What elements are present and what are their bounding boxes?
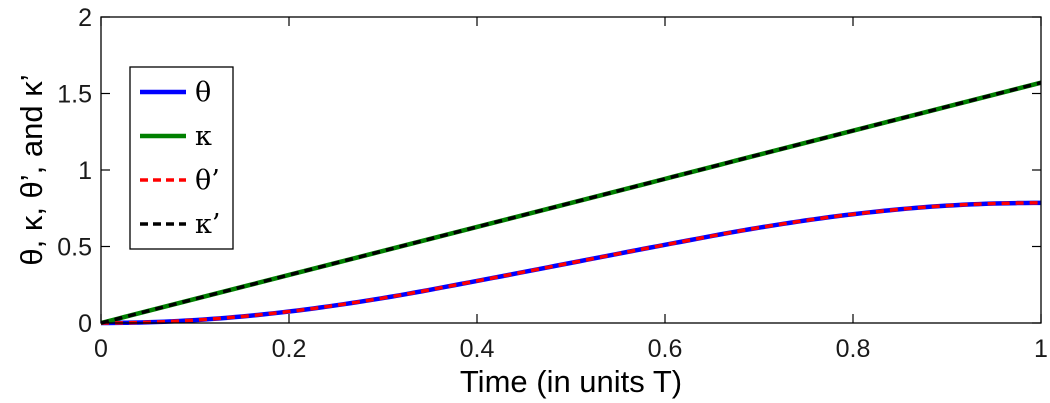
legend-box [129,66,234,250]
legend: θκ θ’ κ’ [129,66,234,250]
x-tick-label: 0.2 [272,335,307,363]
series-line-3 [100,80,1042,325]
series-line-0 [100,200,1042,326]
y-tick-label: 2 [78,4,92,32]
plot-frame [100,16,1042,324]
legend-label: κ’ [195,209,220,240]
legend-label: θ [195,77,211,108]
legend-label: κ [195,121,212,152]
x-tick-label: 0 [94,335,108,363]
y-axis-label: θ, κ, θ’, and κ’ [14,74,49,265]
y-tick-label: 0.5 [57,234,92,262]
x-tick-label: 0.6 [648,335,683,363]
x-tick-label: 0.8 [836,335,871,363]
tick-layer: 0 0.2 0.4 0.6 0.8 1 0 0.5 1 1.5 2 [57,4,1048,363]
y-tick-label: 1.5 [57,81,92,109]
series-layer [100,80,1042,326]
series-line-2 [100,201,1042,325]
y-tick-label: 0 [78,310,92,338]
x-tick-label: 0.4 [460,335,495,363]
legend-label: θ’ [195,165,220,196]
x-axis-label: Time (in units T) [460,364,682,399]
y-tick-label: 1 [78,157,92,185]
x-tick-label: 1 [1034,335,1048,363]
